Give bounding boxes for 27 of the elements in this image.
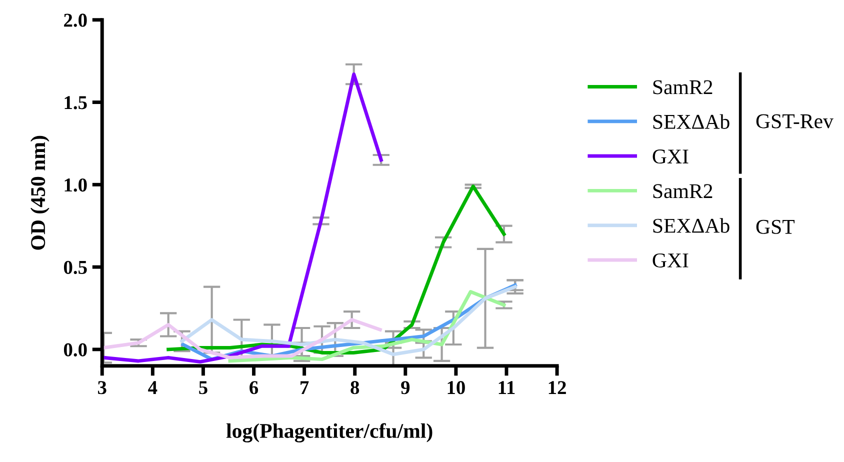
text: GST — [756, 220, 795, 234]
x-axis-title: log(Phagentiter/cfu/ml) — [226, 423, 432, 442]
x-tick-label: 5 — [199, 381, 208, 394]
line-series — [102, 72, 383, 364]
legend-label: SEXΔAb — [653, 114, 730, 129]
x-tick-label: 7 — [300, 381, 309, 394]
legend-label: GXI — [652, 150, 688, 164]
y-tick-label: 1.5 — [64, 96, 87, 110]
y-tick-label: 2.0 — [64, 14, 87, 27]
x-tick-label: 4 — [148, 381, 158, 394]
x-tick-label: 10 — [448, 381, 465, 394]
x-tick-label: 6 — [250, 381, 258, 394]
legend-label: GXI — [652, 253, 688, 268]
y-tick-label: 0.0 — [64, 343, 87, 356]
x-tick-label: 3 — [98, 381, 106, 394]
x-tick-label: 9 — [401, 381, 410, 394]
legend-label: SEXΔAb — [653, 218, 730, 233]
y-tick-label: 0.5 — [64, 260, 87, 274]
line-series — [102, 318, 382, 360]
y-tick-label: 1.0 — [64, 178, 87, 192]
x-tick-label: 8 — [350, 381, 360, 394]
legend-label: SamR2 — [653, 80, 712, 94]
text: GST-Rev — [756, 114, 834, 128]
legend-label: SamR2 — [653, 184, 712, 198]
x-tick-label: 11 — [498, 381, 515, 394]
y-axis-title: OD (450 nm) — [30, 136, 50, 250]
x-tick-label: 12 — [548, 381, 566, 394]
